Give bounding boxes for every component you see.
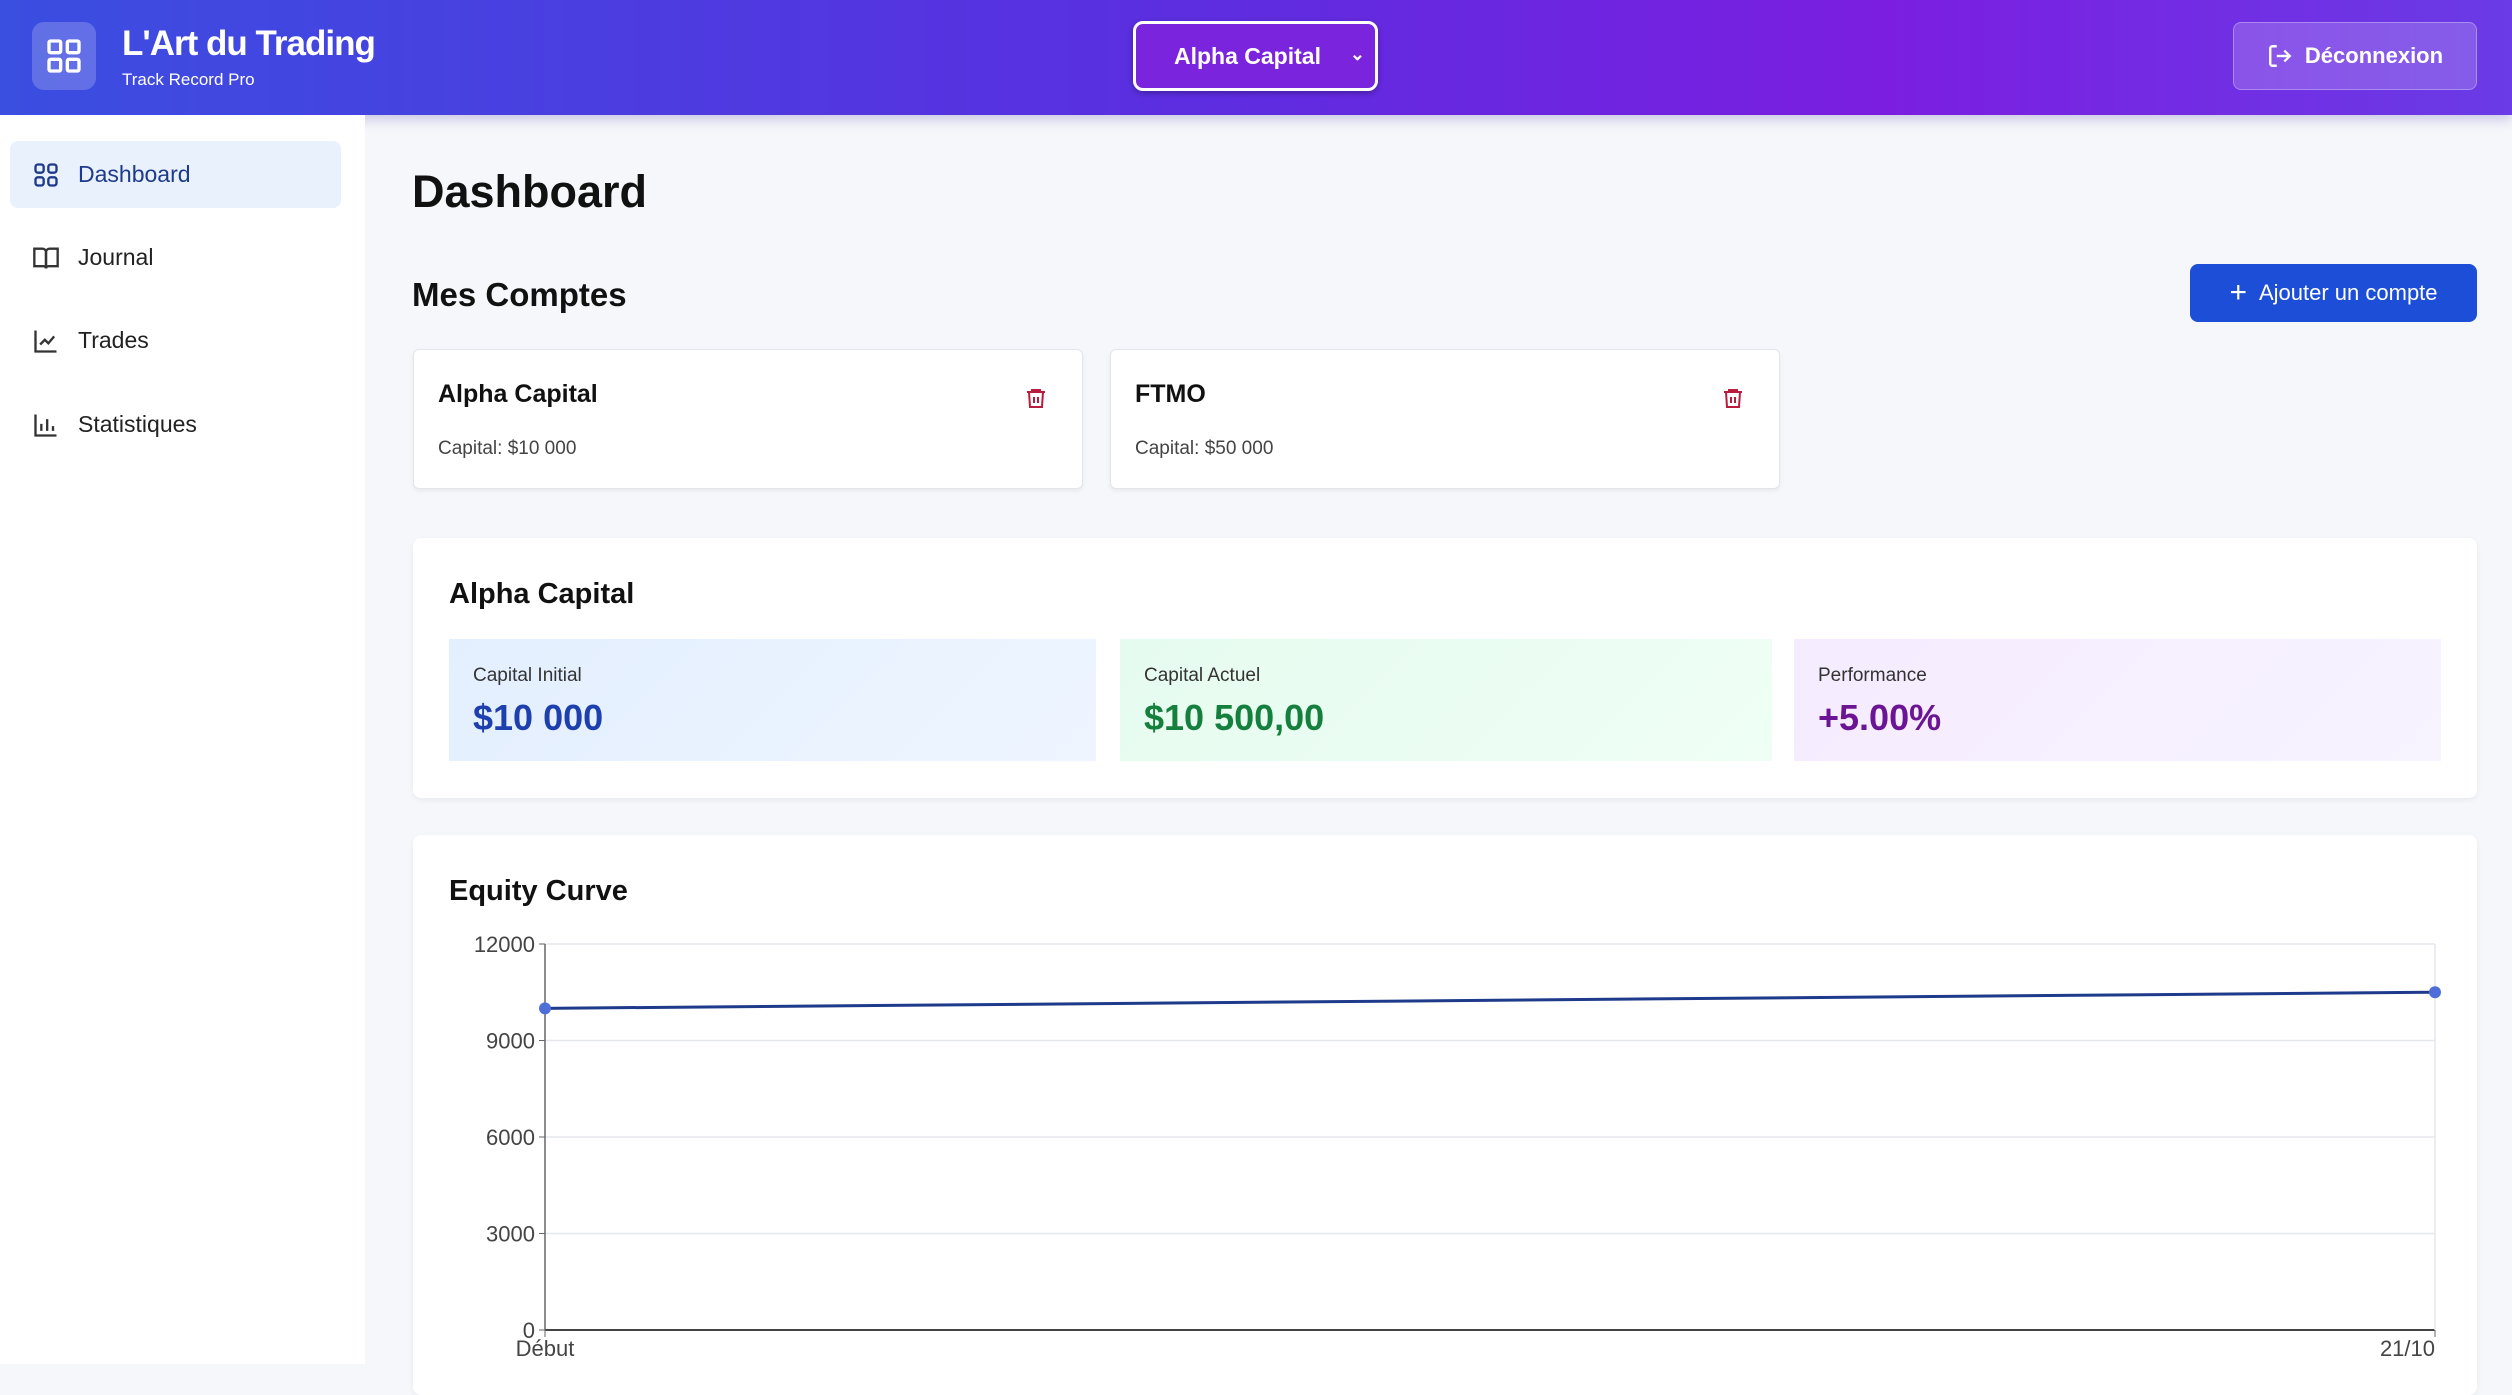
accounts-section-title: Mes Comptes xyxy=(412,276,627,313)
plus-icon: + xyxy=(2229,276,2247,309)
y-tick-label: 6000 xyxy=(486,1125,535,1150)
account-capital: Capital: $50 000 xyxy=(1135,438,1274,459)
x-tick-label: 21/10 xyxy=(2380,1336,2435,1361)
sidebar-item-journal[interactable]: Journal xyxy=(10,224,341,291)
bar-chart-icon xyxy=(34,414,57,437)
sidebar-item-statistiques[interactable]: Statistiques xyxy=(10,391,341,458)
trash-icon[interactable] xyxy=(1721,384,1745,412)
top-header: L'Art du Trading Track Record Pro Alpha … xyxy=(0,0,2512,115)
account-summary-panel: Alpha Capital Capital Initial $10 000 Ca… xyxy=(413,538,2477,798)
account-capital: Capital: $10 000 xyxy=(438,438,577,459)
chart-line-icon xyxy=(34,330,57,353)
y-tick-label: 3000 xyxy=(486,1222,535,1247)
dashboard-icon xyxy=(34,162,58,187)
data-point xyxy=(2429,986,2441,999)
equity-curve-panel: Equity Curve 0 3000 6000 9000 12000 Début 21/1… xyxy=(413,835,2477,1395)
add-account-button[interactable]: + Ajouter un compte xyxy=(2190,264,2477,322)
sidebar-item-label: Statistiques xyxy=(78,411,197,437)
account-select[interactable]: Alpha Capital ⌄ xyxy=(1133,21,1378,91)
account-name: Alpha Capital xyxy=(438,380,598,408)
stat-label: Capital Initial xyxy=(473,665,582,686)
book-icon xyxy=(33,247,59,269)
sidebar-item-dashboard[interactable]: Dashboard xyxy=(10,141,341,208)
sidebar-item-trades[interactable]: Trades xyxy=(10,307,341,374)
page-title: Dashboard xyxy=(412,166,648,217)
y-tick-label: 9000 xyxy=(486,1029,535,1054)
summary-title: Alpha Capital xyxy=(449,578,635,610)
sidebar-item-label: Trades xyxy=(78,327,149,353)
account-name: FTMO xyxy=(1135,380,1206,408)
stat-label: Performance xyxy=(1818,665,1927,686)
y-tick-label: 0 xyxy=(523,1318,535,1343)
stat-performance: Performance +5.00% xyxy=(1794,639,2441,761)
logout-label: Déconnexion xyxy=(2304,43,2444,68)
logout-button[interactable]: Déconnexion xyxy=(2233,22,2477,90)
app-subtitle: Track Record Pro xyxy=(122,70,255,89)
account-select-value: Alpha Capital xyxy=(1174,42,1321,69)
equity-chart: 0 3000 6000 9000 12000 Début 21/10 xyxy=(474,932,2441,1361)
account-card[interactable]: Alpha Capital Capital: $10 000 xyxy=(413,349,1083,489)
chart-title: Equity Curve xyxy=(449,875,628,907)
app-logo-icon xyxy=(32,22,96,90)
account-card[interactable]: FTMO Capital: $50 000 xyxy=(1110,349,1780,489)
data-point xyxy=(539,1002,551,1015)
stat-value: $10 000 xyxy=(473,697,604,738)
sidebar-item-label: Dashboard xyxy=(78,161,191,187)
series-line xyxy=(544,990,2436,1010)
y-tick-label: 12000 xyxy=(474,932,535,957)
app-title: L'Art du Trading xyxy=(122,24,376,63)
sidebar: Dashboard Journal Trades Statistiques xyxy=(0,115,365,1364)
trash-icon[interactable] xyxy=(1024,384,1048,412)
logout-icon xyxy=(2268,45,2292,67)
stat-capital-actuel: Capital Actuel $10 500,00 xyxy=(1120,639,1772,761)
sidebar-item-label: Journal xyxy=(78,244,154,270)
stat-label: Capital Actuel xyxy=(1144,665,1261,686)
add-account-label: Ajouter un compte xyxy=(2258,280,2438,305)
stat-value: $10 500,00 xyxy=(1144,697,1325,738)
stat-value: +5.00% xyxy=(1818,697,1942,738)
chevron-down-icon: ⌄ xyxy=(1349,44,1365,64)
x-tick-label: Début xyxy=(516,1336,575,1361)
stat-capital-initial: Capital Initial $10 000 xyxy=(449,639,1096,761)
